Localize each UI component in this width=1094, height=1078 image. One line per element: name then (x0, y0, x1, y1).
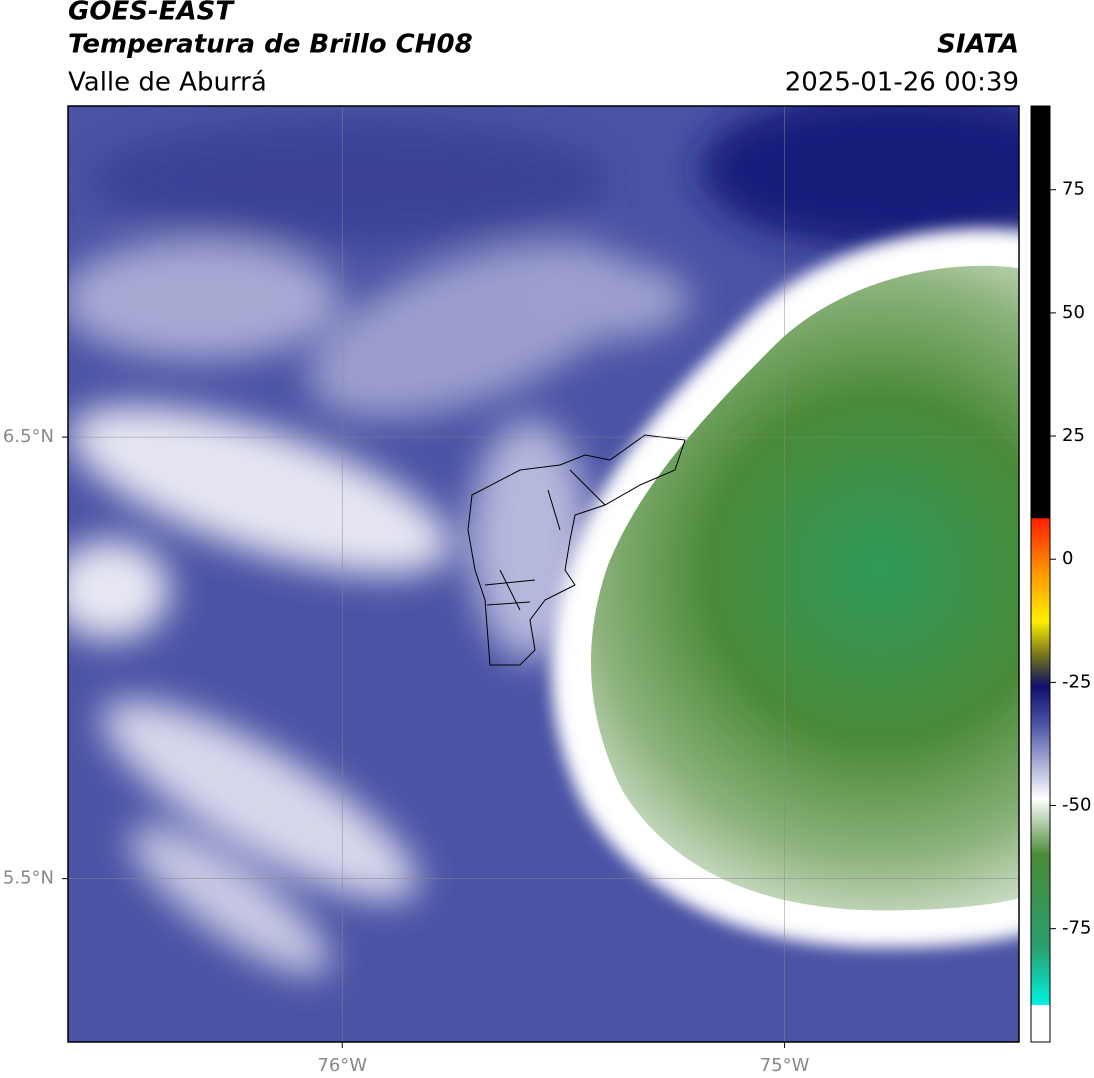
region: Valle de Aburrá (68, 68, 267, 98)
satellite-image (68, 106, 1019, 1042)
y-tick-label: 6.5°N (3, 426, 54, 447)
source: SIATA (937, 30, 1019, 60)
map-frame (67, 105, 1020, 1043)
x-tick-label: 75°W (760, 1055, 810, 1076)
datetime: 2025-01-26 00:39 (785, 68, 1019, 98)
colorbar-tick-label: -75 (1062, 918, 1091, 939)
colorbar-tick-label: 75 (1062, 179, 1085, 200)
colorbar (1030, 105, 1051, 1043)
subtitle: Temperatura de Brillo CH08 (68, 30, 473, 60)
colorbar-tick-label: -25 (1062, 671, 1091, 692)
colorbar-tick-label: 0 (1062, 548, 1073, 569)
y-tick-label: 5.5°N (3, 868, 54, 889)
x-tick-label: 76°W (317, 1055, 367, 1076)
title: GOES-EAST (68, 0, 235, 27)
colorbar-tick-label: -50 (1062, 795, 1091, 816)
colorbar-tick-label: 50 (1062, 302, 1085, 323)
colorbar-tick-label: 25 (1062, 425, 1085, 446)
